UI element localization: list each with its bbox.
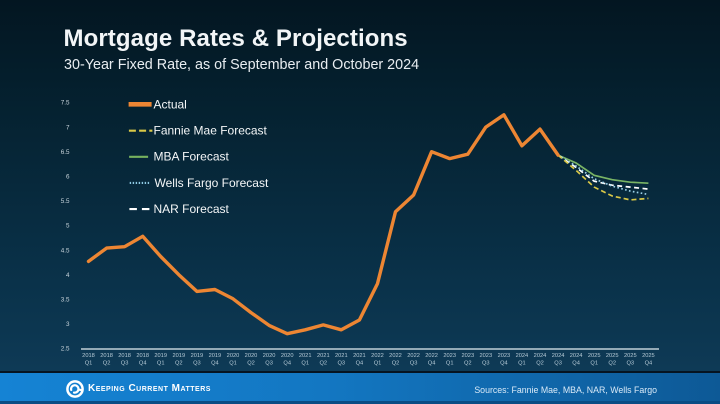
svg-text:2018: 2018 <box>100 353 113 359</box>
svg-text:Q1: Q1 <box>590 361 598 367</box>
svg-text:Q4: Q4 <box>139 361 147 367</box>
svg-text:NAR Forecast: NAR Forecast <box>154 202 230 216</box>
svg-text:2021: 2021 <box>335 353 348 359</box>
svg-text:5: 5 <box>66 223 70 230</box>
svg-text:2021: 2021 <box>317 353 330 359</box>
svg-text:Q1: Q1 <box>301 361 309 367</box>
svg-text:2024: 2024 <box>534 353 547 359</box>
svg-text:Wells Fargo Forecast: Wells Fargo Forecast <box>155 176 269 190</box>
svg-text:2025: 2025 <box>606 353 619 359</box>
svg-text:2022: 2022 <box>407 353 420 359</box>
svg-text:Q3: Q3 <box>410 361 418 367</box>
svg-text:2019: 2019 <box>209 353 222 359</box>
svg-text:2018: 2018 <box>118 353 131 359</box>
svg-text:2023: 2023 <box>443 353 456 359</box>
svg-text:Q2: Q2 <box>175 361 183 367</box>
svg-text:Q4: Q4 <box>500 361 508 367</box>
svg-text:2020: 2020 <box>263 353 276 359</box>
svg-text:Q4: Q4 <box>572 361 580 367</box>
svg-text:2025: 2025 <box>642 353 655 359</box>
svg-text:Q3: Q3 <box>265 361 273 367</box>
svg-text:6.5: 6.5 <box>61 149 70 156</box>
svg-text:Q1: Q1 <box>85 361 93 367</box>
svg-text:Q1: Q1 <box>157 361 165 367</box>
svg-text:Q2: Q2 <box>392 361 400 367</box>
svg-text:Q3: Q3 <box>121 361 129 367</box>
svg-text:2018: 2018 <box>136 353 149 359</box>
svg-text:2020: 2020 <box>245 353 258 359</box>
svg-text:2019: 2019 <box>191 353 204 359</box>
svg-text:Q3: Q3 <box>482 361 490 367</box>
svg-text:2019: 2019 <box>154 353 167 359</box>
svg-text:2024: 2024 <box>552 353 565 359</box>
svg-text:Q2: Q2 <box>320 361 328 367</box>
svg-text:Q4: Q4 <box>283 361 291 367</box>
svg-text:MBA Forecast: MBA Forecast <box>154 150 230 164</box>
svg-text:2025: 2025 <box>588 353 601 359</box>
svg-text:Q4: Q4 <box>428 361 436 367</box>
svg-text:4: 4 <box>66 272 70 279</box>
svg-text:Q1: Q1 <box>518 361 526 367</box>
svg-text:2020: 2020 <box>281 353 294 359</box>
svg-text:2023: 2023 <box>461 353 474 359</box>
svg-text:5.5: 5.5 <box>61 198 70 205</box>
svg-text:3: 3 <box>66 321 70 328</box>
svg-text:Q1: Q1 <box>374 361 382 367</box>
svg-text:7: 7 <box>66 124 70 131</box>
svg-text:Q2: Q2 <box>103 361 111 367</box>
svg-text:2022: 2022 <box>425 353 438 359</box>
svg-text:Q2: Q2 <box>247 361 255 367</box>
svg-text:Q3: Q3 <box>338 361 346 367</box>
svg-text:2023: 2023 <box>479 353 492 359</box>
svg-text:2021: 2021 <box>353 353 366 359</box>
svg-text:2019: 2019 <box>172 353 185 359</box>
svg-text:Q2: Q2 <box>608 361 616 367</box>
svg-text:Q2: Q2 <box>464 361 472 367</box>
svg-text:Q1: Q1 <box>446 361 454 367</box>
svg-text:2024: 2024 <box>516 353 529 359</box>
svg-text:2018: 2018 <box>82 353 95 359</box>
svg-text:Q4: Q4 <box>356 361 364 367</box>
svg-text:Q1: Q1 <box>229 361 237 367</box>
svg-text:2025: 2025 <box>624 353 637 359</box>
svg-text:4.5: 4.5 <box>61 247 70 254</box>
svg-text:2023: 2023 <box>498 353 511 359</box>
svg-text:2024: 2024 <box>570 353 583 359</box>
svg-text:Q2: Q2 <box>536 361 544 367</box>
svg-text:Q4: Q4 <box>211 361 219 367</box>
svg-text:3.5: 3.5 <box>61 297 70 304</box>
svg-text:Q3: Q3 <box>193 361 201 367</box>
svg-text:Q3: Q3 <box>554 361 562 367</box>
svg-text:Actual: Actual <box>154 97 187 111</box>
svg-text:Q4: Q4 <box>645 361 653 367</box>
svg-text:2020: 2020 <box>227 353 240 359</box>
svg-text:Fannie Mae Forecast: Fannie Mae Forecast <box>154 124 268 138</box>
svg-text:2022: 2022 <box>371 353 384 359</box>
svg-text:7.5: 7.5 <box>61 100 70 107</box>
svg-text:2021: 2021 <box>299 353 312 359</box>
svg-text:2.5: 2.5 <box>61 346 70 353</box>
svg-text:Q3: Q3 <box>627 361 635 367</box>
svg-text:6: 6 <box>66 174 70 181</box>
svg-text:2022: 2022 <box>389 353 402 359</box>
